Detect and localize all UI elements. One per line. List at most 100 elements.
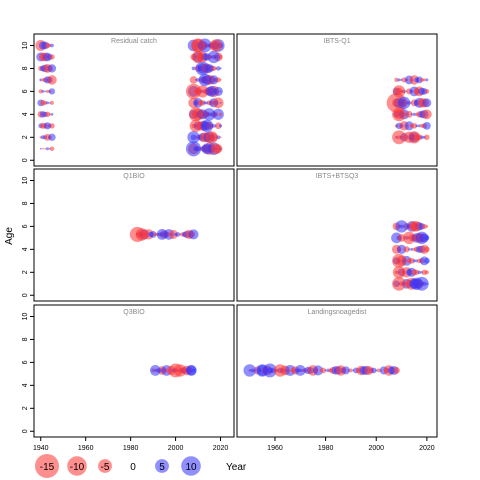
residual-bubble-large <box>209 39 223 52</box>
residual-bubble <box>424 89 430 94</box>
residual-bubble-large <box>196 85 209 98</box>
residual-bubble-large <box>262 363 277 378</box>
residual-bubble-large <box>200 119 214 133</box>
panel-ibts-q1: IBTS-Q1 <box>236 33 438 167</box>
residual-bubble <box>424 134 430 141</box>
residual-bubble <box>425 225 429 228</box>
panel-title: Q3BIO <box>123 309 145 316</box>
y-tick-label: 10 <box>22 176 29 184</box>
x-tick-label: 2000 <box>368 445 384 452</box>
residual-bubble <box>410 113 413 116</box>
y-tick-label: 2 <box>22 135 29 139</box>
residual-bubble <box>411 122 418 129</box>
residual-bubble-large <box>187 131 200 144</box>
residual-bubble <box>404 121 414 131</box>
residual-bubble-large <box>173 364 187 377</box>
residual-bubble <box>43 122 52 130</box>
residual-bubble-large <box>294 365 306 376</box>
residual-bubble <box>313 365 324 376</box>
residual-bubble-large <box>205 131 218 144</box>
residual-bubble <box>422 98 432 108</box>
residual-bubble <box>49 54 55 60</box>
residual-bubble <box>422 121 431 130</box>
residual-bubble-large <box>191 38 205 53</box>
legend-bubble <box>155 459 169 473</box>
residual-bubble-large <box>207 50 220 64</box>
residual-bubble <box>393 367 400 374</box>
residual-bubble-large <box>191 50 205 64</box>
residual-bubble <box>209 75 219 85</box>
legend-label: -10 <box>70 462 85 473</box>
residual-bubble-large <box>149 365 161 376</box>
residual-bubble <box>421 109 432 120</box>
residual-bubble <box>324 369 327 372</box>
residual-bubble <box>44 147 47 150</box>
residual-bubble <box>47 75 57 85</box>
residual-bubble <box>347 369 350 372</box>
residual-bubble-large <box>408 131 421 144</box>
residual-bubble-large <box>408 221 420 232</box>
residual-bubble-large <box>198 73 211 87</box>
x-tick-label: 1960 <box>267 445 283 452</box>
y-tick-label: 6 <box>22 89 29 93</box>
x-tick-label: 2020 <box>419 445 435 452</box>
panel-frame <box>33 304 235 438</box>
panel-title: IBTS+BTSQ3 <box>316 173 359 180</box>
residual-bubble-large <box>135 228 149 241</box>
legend-label: -5 <box>101 462 110 473</box>
residual-bubble <box>420 135 424 140</box>
residual-bubble <box>216 66 221 71</box>
legend-label: 5 <box>159 462 165 473</box>
legend-bubble <box>181 456 201 476</box>
residual-bubble <box>49 123 55 129</box>
residual-bubble <box>48 113 51 116</box>
panel-title: IBTS-Q1 <box>323 38 350 45</box>
residual-bubble <box>39 78 43 82</box>
residual-bubble-large <box>392 85 406 98</box>
residual-bubble-large <box>415 231 429 245</box>
panel-title: Q1BIO <box>123 173 145 180</box>
residual-bubble <box>424 246 430 253</box>
residual-bubble <box>203 101 207 105</box>
residual-bubble <box>320 367 327 374</box>
residual-bubble-large <box>410 277 423 290</box>
residual-bubble-large <box>189 119 202 133</box>
residual-bubble <box>417 124 421 128</box>
residual-bubble <box>219 101 222 104</box>
residual-bubble <box>44 111 51 118</box>
residual-bubble <box>394 77 399 83</box>
residual-bubble <box>419 77 424 82</box>
residual-bubble <box>215 77 221 83</box>
residual-bubble <box>376 368 381 373</box>
y-tick-label: 0 <box>22 429 29 433</box>
legend-bubble <box>67 456 87 476</box>
panel-frame <box>236 304 438 438</box>
panel-q3bio: Q3BIO 0 2 4 6 8 10 1940 1960 1980 2000 2020 <box>22 304 235 452</box>
residual-bubble <box>153 232 158 237</box>
residual-bubble-large <box>185 83 202 99</box>
residual-bubble <box>408 257 415 264</box>
residual-bubble <box>421 223 427 229</box>
residual-bubble-large <box>203 108 216 121</box>
residual-bubble <box>47 64 57 73</box>
y-tick-label: 8 <box>22 66 29 70</box>
residual-bubble <box>45 101 49 105</box>
residual-bubble <box>50 100 54 105</box>
legend-bubble <box>98 459 112 473</box>
residual-bubble-large <box>185 365 197 376</box>
x-tick-label: 1960 <box>78 445 94 452</box>
residual-bubble-large <box>156 229 168 240</box>
x-tick-label: 1940 <box>33 445 49 452</box>
x-tick-label: 2020 <box>213 445 229 452</box>
y-tick-label: 8 <box>22 337 29 341</box>
residual-bubble <box>212 97 224 109</box>
y-tick-label: 0 <box>22 158 29 162</box>
y-tick-label: 6 <box>22 360 29 364</box>
residual-bubble <box>44 42 51 49</box>
residual-bubble <box>415 124 419 128</box>
residual-bubble <box>403 246 410 253</box>
residual-bubble <box>370 367 377 374</box>
residual-bubble <box>50 43 54 48</box>
residual-bubble <box>219 136 222 139</box>
